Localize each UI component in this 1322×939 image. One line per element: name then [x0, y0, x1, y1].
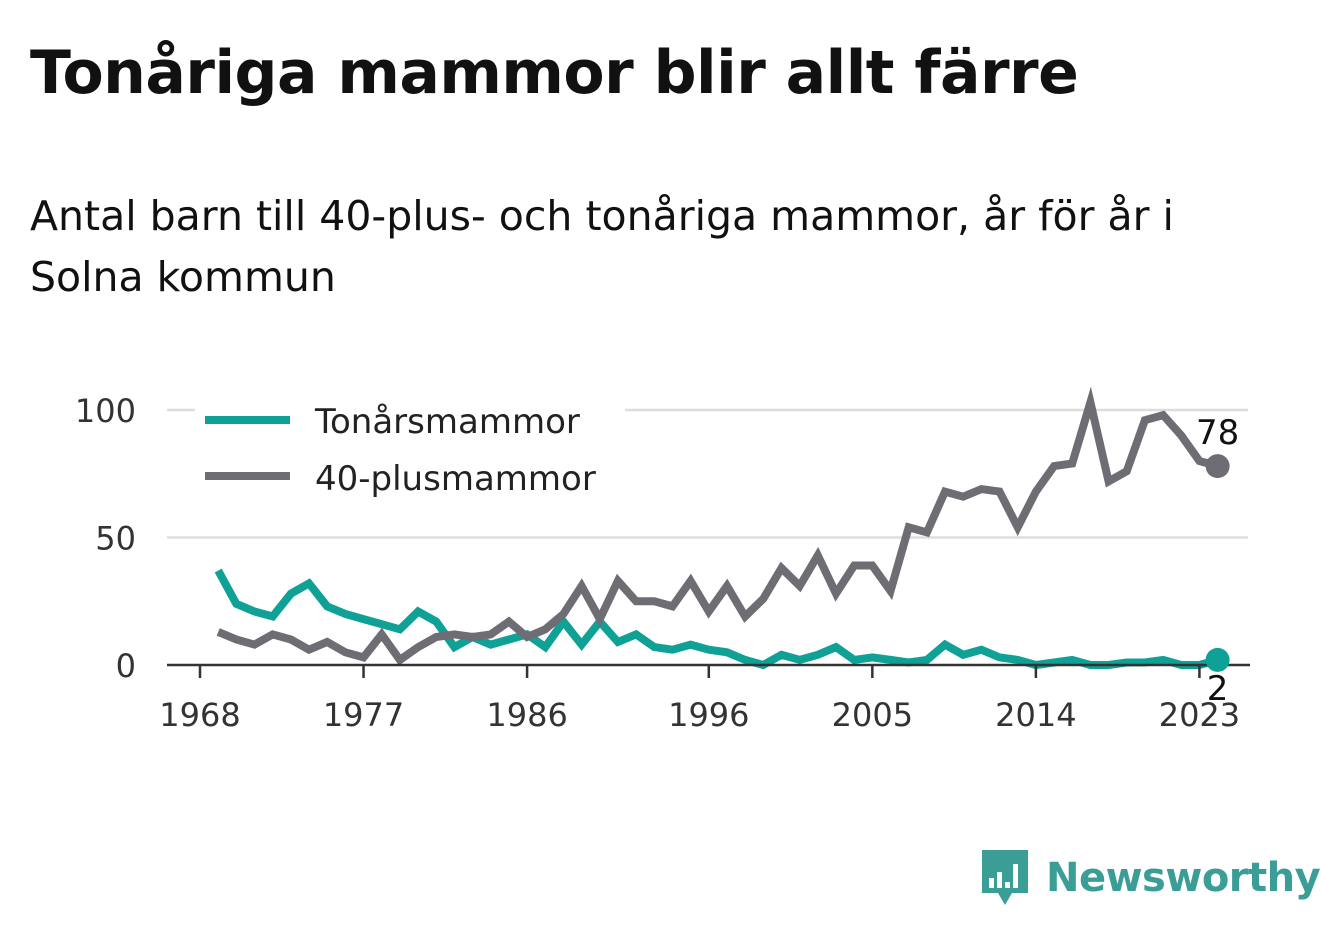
chart-title: Tonåriga mammor blir allt färre	[30, 38, 1079, 108]
newsworthy-brand: Newsworthy	[980, 848, 1321, 908]
chart-subtitle: Antal barn till 40-plus- och tonåriga ma…	[30, 192, 1174, 301]
brand-name: Newsworthy	[1046, 855, 1321, 901]
legend-background	[195, 392, 625, 510]
series-lines	[214, 386, 1219, 670]
end-label-40-plusmammor: 78	[1196, 413, 1239, 453]
end-marker-40-plusmammor	[1205, 454, 1230, 479]
x-tick-label: 1996	[668, 696, 749, 734]
series-line-tonarsmammor	[214, 568, 1219, 670]
x-tick-label: 1968	[159, 696, 240, 734]
y-axis-ticks: 100 50 0	[75, 392, 136, 685]
x-tick-label: 1977	[323, 696, 404, 734]
x-tick-label: 2014	[995, 696, 1076, 734]
y-tick-label: 0	[116, 647, 136, 685]
bar-chart-speech-bubble-icon	[982, 850, 1028, 905]
x-tick-label: 1986	[486, 696, 567, 734]
end-label-tonarsmammor: 2	[1207, 669, 1229, 709]
x-axis-ticks: 1968 1977 1986 1996 2005 2014 2023	[159, 665, 1240, 734]
legend-label-40-plusmammor: 40-plusmammor	[315, 459, 596, 499]
legend: Tonårsmammor 40-plusmammor	[195, 392, 625, 510]
legend-label-tonarsmammor: Tonårsmammor	[314, 402, 580, 442]
x-tick-label: 2005	[832, 696, 913, 734]
y-tick-label: 100	[75, 392, 136, 430]
x-tick-label: 2023	[1159, 696, 1240, 734]
series-line-40-plusmammor	[216, 386, 1219, 666]
end-markers: 2 78	[1196, 413, 1239, 709]
line-chart: Tonårsmammor 40-plusmammor 1968 1977 1986 1…	[75, 386, 1250, 734]
y-tick-label: 50	[95, 520, 136, 558]
end-marker-tonarsmammor	[1205, 647, 1230, 672]
